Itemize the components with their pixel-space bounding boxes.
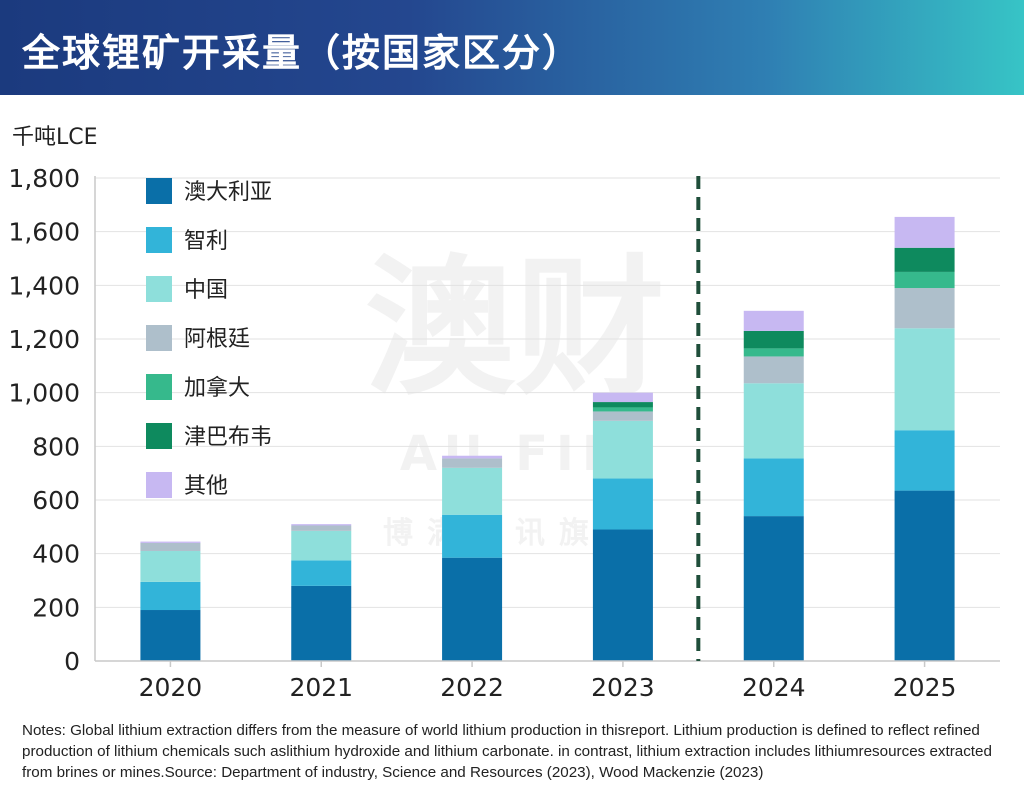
bar-segment — [592, 478, 653, 530]
legend-swatch — [146, 325, 172, 351]
legend-swatch — [146, 472, 172, 498]
y-tick-label: 1,600 — [8, 218, 80, 247]
x-tick-label: 2025 — [893, 673, 957, 702]
bar-segment — [894, 247, 955, 272]
y-tick-label: 400 — [32, 540, 80, 569]
y-tick-label: 600 — [32, 486, 80, 515]
y-tick-label: 800 — [32, 432, 80, 461]
legend-swatch — [146, 374, 172, 400]
watermark: 澳财 AU FIN 博满资讯旗下 — [365, 242, 665, 551]
bar-segment — [442, 458, 503, 468]
legend-swatch — [146, 178, 172, 204]
bar-segment — [442, 455, 503, 459]
bar-segment — [442, 514, 503, 558]
x-tick-labels: 2020 2021 2022 2023 2024 2025 — [139, 673, 957, 702]
legend-label: 智利 — [184, 229, 228, 254]
y-tick-label: 1,200 — [8, 325, 80, 354]
bar-segment — [743, 310, 804, 331]
bar-segment — [140, 541, 201, 543]
x-tick-label: 2020 — [139, 673, 203, 702]
x-tick-label: 2022 — [440, 673, 504, 702]
y-tick-label: 1,800 — [8, 164, 80, 193]
y-tick-labels: 0 200 400 600 800 1,000 1,200 1,400 1,600 1,800 — [8, 164, 80, 676]
bar-segment — [140, 542, 201, 551]
bar-segment — [291, 524, 352, 526]
bar-segment — [592, 420, 653, 479]
bar-segment — [743, 458, 804, 517]
bar-segment — [894, 216, 955, 248]
legend-label: 中国 — [184, 278, 228, 303]
bars — [140, 216, 955, 661]
notes-text: Notes: Global lithium extraction differs… — [22, 722, 992, 781]
bar-segment — [291, 530, 352, 561]
x-tick-label: 2021 — [289, 673, 353, 702]
gridlines — [95, 177, 1000, 608]
bar-segment — [140, 610, 201, 661]
axes — [94, 176, 1000, 667]
bar-segment — [743, 383, 804, 459]
watermark-slogan-text: 博满资讯旗下 — [383, 516, 647, 551]
y-tick-label: 1,000 — [8, 379, 80, 408]
x-tick-label: 2024 — [742, 673, 806, 702]
legend-label: 阿根廷 — [184, 327, 250, 352]
bar-segment — [291, 585, 352, 661]
bar-segment — [442, 557, 503, 661]
bar-segment — [592, 392, 653, 403]
legend-swatch — [146, 276, 172, 302]
bar-segment — [592, 402, 653, 408]
bar-segment — [592, 529, 653, 661]
bar-segment — [592, 407, 653, 412]
watermark-big-text: 澳财 — [365, 242, 665, 416]
legend-swatch — [146, 227, 172, 253]
bar-segment — [894, 288, 955, 329]
bar-segment — [592, 411, 653, 421]
bar-segment — [291, 560, 352, 586]
legend-label: 其他 — [184, 474, 228, 499]
y-tick-label: 0 — [64, 647, 80, 676]
stacked-bar-chart: 澳财 AU FIN 博满资讯旗下 千吨LCE 0 200 400 600 800 1,00… — [8, 125, 1000, 702]
legend-label: 澳大利亚 — [184, 180, 272, 205]
bar-segment — [894, 490, 955, 661]
y-tick-label: 1,400 — [8, 271, 80, 300]
bar-segment — [894, 430, 955, 491]
page-title: 全球锂矿开采量（按国家区分） — [22, 31, 583, 75]
x-tick-label: 2023 — [591, 673, 655, 702]
bar-segment — [140, 581, 201, 611]
bar-segment — [442, 467, 503, 515]
legend-label: 加拿大 — [184, 375, 250, 401]
bar-segment — [743, 516, 804, 661]
bar-segment — [743, 356, 804, 384]
watermark-brand-text: AU FIN — [400, 426, 630, 482]
bar-segment — [743, 330, 804, 349]
bar-segment — [894, 271, 955, 289]
y-tick-label: 200 — [32, 593, 80, 622]
bar-segment — [291, 525, 352, 531]
y-axis-label: 千吨LCE — [12, 125, 98, 150]
legend-swatch — [146, 423, 172, 449]
bar-segment — [743, 348, 804, 357]
bar-segment — [894, 328, 955, 431]
bar-segment — [140, 550, 201, 582]
legend-label: 津巴布韦 — [184, 425, 272, 450]
title-banner: 全球锂矿开采量（按国家区分） — [0, 0, 1024, 95]
